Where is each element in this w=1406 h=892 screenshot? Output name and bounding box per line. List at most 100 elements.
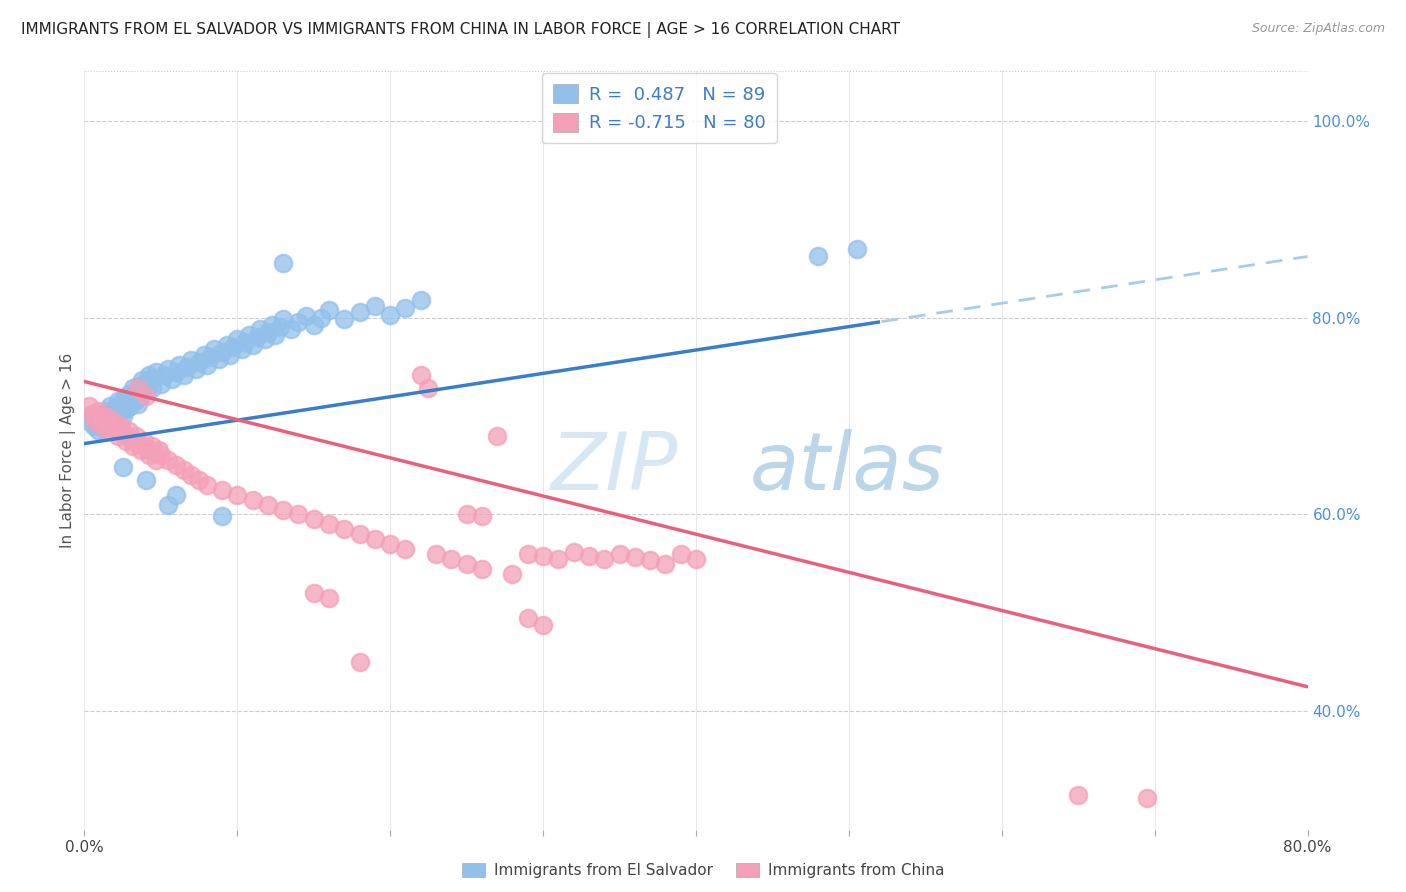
Point: [112, 391, 135, 405]
Point: [456, 557, 478, 571]
Point: [380, 537, 402, 551]
Text: Source: ZipAtlas.com: Source: ZipAtlas.com: [1251, 22, 1385, 36]
Point: [685, 551, 707, 566]
Point: [98, 399, 121, 413]
Point: [516, 547, 538, 561]
Point: [253, 332, 276, 346]
Point: [531, 549, 554, 563]
Point: [86, 411, 108, 425]
Point: [138, 449, 160, 463]
Point: [91, 421, 114, 435]
Point: [318, 517, 340, 532]
Point: [188, 473, 211, 487]
Point: [333, 522, 356, 536]
Point: [195, 478, 218, 492]
Point: [104, 411, 127, 425]
Point: [131, 373, 153, 387]
Point: [96, 417, 118, 431]
Point: [84, 414, 107, 428]
Point: [302, 586, 325, 600]
Point: [145, 453, 167, 467]
Point: [129, 389, 152, 403]
Point: [157, 361, 180, 376]
Point: [104, 421, 127, 435]
Point: [110, 397, 132, 411]
Point: [486, 428, 509, 442]
Point: [409, 368, 432, 382]
Point: [122, 381, 145, 395]
Point: [180, 468, 202, 483]
Y-axis label: In Labor Force | Age > 16: In Labor Force | Age > 16: [60, 353, 76, 548]
Point: [349, 527, 371, 541]
Point: [118, 424, 141, 438]
Point: [80, 407, 103, 421]
Point: [87, 404, 110, 418]
Point: [103, 414, 125, 428]
Point: [107, 428, 129, 442]
Point: [141, 381, 163, 395]
Point: [471, 561, 494, 575]
Point: [280, 322, 302, 336]
Point: [149, 449, 172, 463]
Point: [87, 423, 110, 437]
Point: [562, 545, 585, 559]
Point: [148, 443, 170, 458]
Point: [456, 508, 478, 522]
Point: [202, 342, 225, 356]
Point: [211, 483, 233, 497]
Point: [128, 379, 150, 393]
Point: [160, 371, 183, 385]
Point: [211, 345, 233, 359]
Point: [141, 438, 163, 452]
Point: [122, 438, 145, 452]
Point: [90, 407, 112, 421]
Point: [120, 431, 142, 445]
Point: [242, 338, 264, 352]
Point: [249, 322, 271, 336]
Point: [264, 328, 287, 343]
Point: [364, 532, 387, 546]
Point: [121, 389, 143, 403]
Point: [110, 418, 132, 433]
Point: [93, 414, 115, 428]
Point: [111, 460, 134, 475]
Point: [578, 549, 600, 563]
Point: [218, 348, 240, 362]
Point: [845, 242, 868, 256]
Point: [173, 368, 195, 382]
Point: [302, 318, 325, 333]
Point: [165, 458, 187, 473]
Point: [211, 509, 233, 524]
Point: [364, 299, 387, 313]
Point: [108, 404, 131, 418]
Point: [105, 401, 128, 416]
Point: [262, 318, 284, 333]
Legend: Immigrants from El Salvador, Immigrants from China: Immigrants from El Salvador, Immigrants …: [456, 857, 950, 884]
Point: [125, 428, 148, 442]
Point: [440, 551, 463, 566]
Point: [135, 473, 157, 487]
Point: [231, 342, 253, 356]
Point: [226, 332, 249, 346]
Point: [221, 340, 243, 354]
Point: [103, 406, 125, 420]
Point: [302, 512, 325, 526]
Point: [516, 611, 538, 625]
Point: [215, 338, 238, 352]
Point: [83, 418, 105, 433]
Point: [547, 551, 569, 566]
Point: [138, 368, 160, 382]
Point: [77, 399, 100, 413]
Point: [96, 417, 118, 431]
Point: [502, 566, 524, 581]
Point: [101, 413, 124, 427]
Point: [111, 425, 134, 440]
Point: [271, 312, 294, 326]
Point: [118, 387, 141, 401]
Point: [287, 508, 309, 522]
Point: [1067, 788, 1090, 802]
Point: [318, 591, 340, 606]
Point: [269, 320, 291, 334]
Point: [91, 418, 114, 433]
Point: [471, 509, 494, 524]
